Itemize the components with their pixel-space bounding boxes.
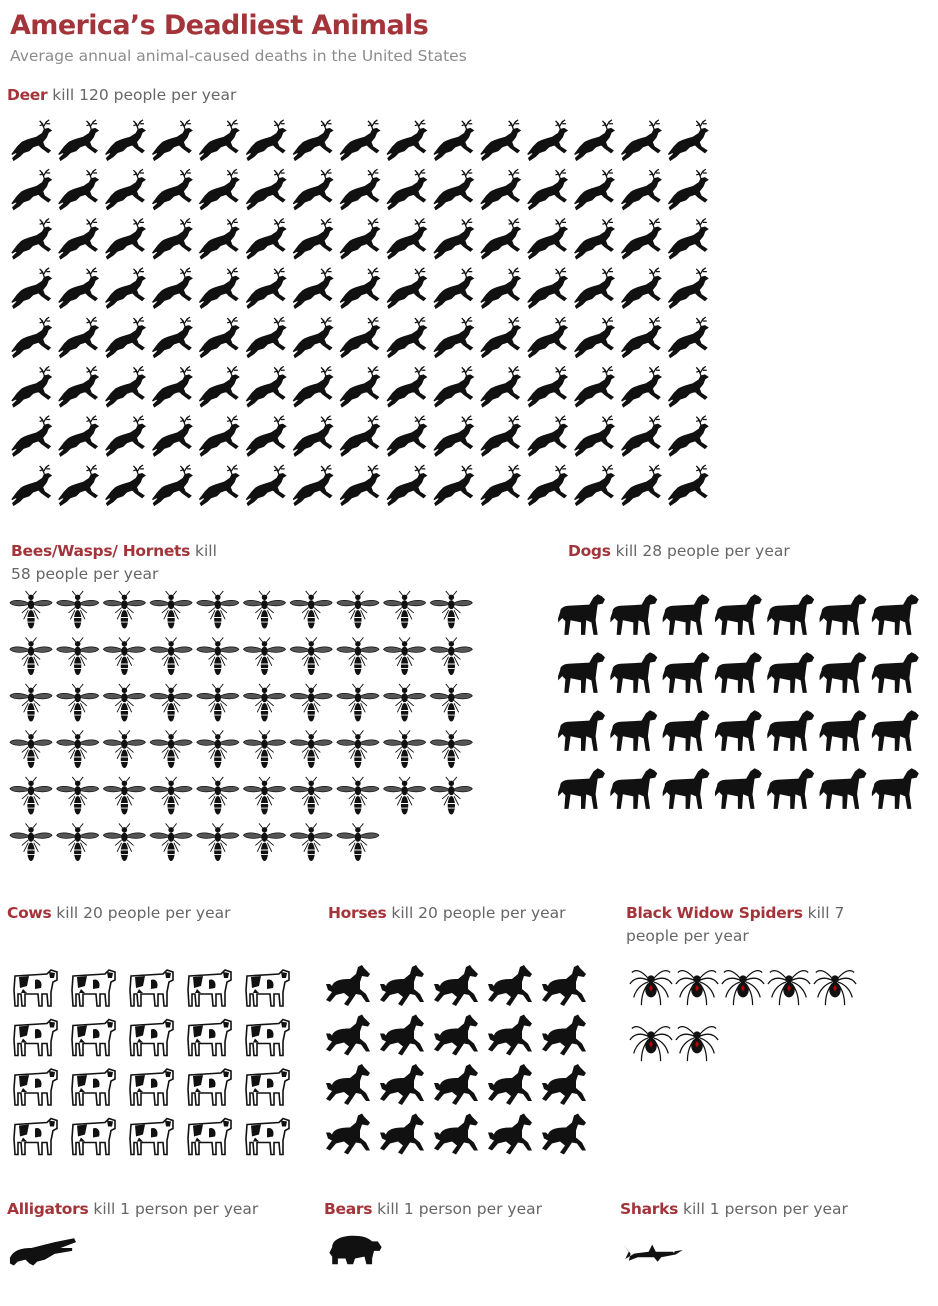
alligators-label-text: kill 1 person per year xyxy=(88,1200,259,1218)
cows-name: Cows xyxy=(7,904,52,922)
sharks-label: Sharks kill 1 person per year xyxy=(620,1198,920,1221)
alligators-panel: Alligators kill 1 person per year xyxy=(7,1198,307,1221)
wasps-label: Bees/Wasps/ Hornets kill 58 people per y… xyxy=(11,540,226,586)
bears-name: Bears xyxy=(324,1200,373,1218)
spiders-label: Black Widow Spiders kill 7 people per ye… xyxy=(626,902,901,948)
alligators-label: Alligators kill 1 person per year xyxy=(7,1198,307,1221)
wasps-label-text: kill 58 people per year xyxy=(11,542,217,583)
wasps-name: Bees/Wasps/ Hornets xyxy=(11,542,191,560)
dogs-label-text: kill 28 people per year xyxy=(610,542,790,560)
wasps-panel: Bees/Wasps/ Hornets kill 58 people per y… xyxy=(11,540,226,586)
cows-label-text: kill 20 people per year xyxy=(51,904,231,922)
dogs-label: Dogs kill 28 people per year xyxy=(568,540,918,563)
page-title: America’s Deadliest Animals xyxy=(10,10,429,41)
spiders-name: Black Widow Spiders xyxy=(626,904,803,922)
alligators-name: Alligators xyxy=(7,1200,89,1218)
sharks-name: Sharks xyxy=(620,1200,679,1218)
sharks-panel: Sharks kill 1 person per year xyxy=(620,1198,920,1221)
page-subtitle: Average annual animal-caused deaths in t… xyxy=(10,47,467,65)
cows-panel: Cows kill 20 people per year xyxy=(7,902,307,925)
cows-label: Cows kill 20 people per year xyxy=(7,902,307,925)
dogs-name: Dogs xyxy=(568,542,611,560)
bears-label-text: kill 1 person per year xyxy=(372,1200,543,1218)
deer-label: Deer kill 120 people per year xyxy=(7,84,727,107)
horses-label-text: kill 20 people per year xyxy=(386,904,566,922)
horses-label: Horses kill 20 people per year xyxy=(328,902,618,925)
sharks-label-text: kill 1 person per year xyxy=(678,1200,848,1218)
horses-name: Horses xyxy=(328,904,387,922)
bears-label: Bears kill 1 person per year xyxy=(324,1198,614,1221)
bears-panel: Bears kill 1 person per year xyxy=(324,1198,614,1221)
horses-panel: Horses kill 20 people per year xyxy=(328,902,618,925)
dogs-panel: Dogs kill 28 people per year xyxy=(568,540,918,563)
shark-icon xyxy=(623,1244,683,1262)
deer-name: Deer xyxy=(7,86,48,104)
deer-label-text: kill 120 people per year xyxy=(47,86,237,104)
spiders-panel: Black Widow Spiders kill 7 people per ye… xyxy=(626,902,901,948)
deer-panel: Deer kill 120 people per year xyxy=(7,84,727,107)
spiders-label-text: kill 7 people per year xyxy=(626,904,845,945)
